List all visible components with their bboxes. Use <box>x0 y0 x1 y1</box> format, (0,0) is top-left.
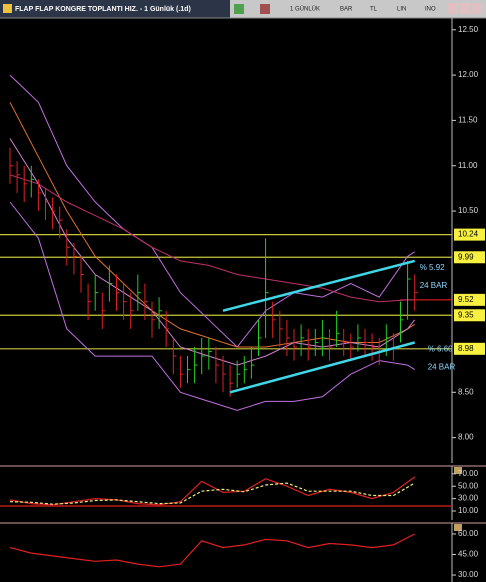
window-title: FLAP FLAP KONGRE TOPLANTI HIZ. - 1 Günlü… <box>15 6 191 13</box>
price-level-tag <box>454 251 485 264</box>
price-level-tag <box>454 309 485 322</box>
window-icon <box>3 4 12 13</box>
toolbar <box>230 0 486 18</box>
toolbar-item[interactable]: LIN <box>397 7 406 13</box>
toolbar-item[interactable]: TL <box>370 7 378 13</box>
toolbar-icon[interactable] <box>260 4 270 14</box>
last-price-tag <box>454 293 485 306</box>
indicator-line <box>9 201 415 411</box>
price-level-label: 9.35 <box>458 310 474 319</box>
price-level-label: 8.98 <box>458 344 474 353</box>
price-level-tag <box>454 228 485 241</box>
toolbar-icon[interactable] <box>234 4 244 14</box>
y-tick-label: 8.50 <box>458 387 474 396</box>
toolbar-item[interactable]: BAR <box>340 7 353 13</box>
trendline-label: 24 BAR <box>420 281 448 290</box>
toolbar-item[interactable]: INO <box>425 7 436 13</box>
title-bar <box>0 0 230 18</box>
y-tick-label: 12.00 <box>458 70 479 79</box>
y-tick-label: 50.00 <box>458 481 479 490</box>
y-tick-label: 11.50 <box>458 116 478 125</box>
y-tick-label: 30.00 <box>458 494 479 503</box>
panel-icon <box>454 467 462 474</box>
indicator-line <box>9 482 416 505</box>
y-tick-label: 10.50 <box>458 206 479 215</box>
last-price-label: 9.52 <box>458 295 474 304</box>
window-button[interactable] <box>460 3 470 14</box>
indicator-line <box>9 74 415 348</box>
trendline <box>229 341 416 394</box>
y-tick-label: 70.00 <box>458 469 479 478</box>
toolbar-item[interactable]: 1 GÜNLÜK <box>290 6 320 13</box>
y-tick-label: 8.00 <box>458 433 474 442</box>
indicator-line <box>9 174 415 303</box>
panel-icon <box>454 524 462 531</box>
y-tick-label: 45.00 <box>458 550 479 559</box>
indicator-line <box>9 476 416 506</box>
price-level-label: 10.24 <box>458 230 479 239</box>
indicator-line <box>9 533 415 568</box>
price-level-tag <box>454 342 485 355</box>
trendline <box>222 259 416 312</box>
y-tick-label: 60.00 <box>458 529 479 538</box>
window-button[interactable] <box>472 3 482 14</box>
trendline-label: 24 BAR <box>428 363 456 372</box>
trendline-label: % 5.92 <box>420 263 445 272</box>
trendline-label: % 6.60 <box>428 345 453 354</box>
y-tick-label: 10.00 <box>458 506 479 515</box>
y-tick-label: 12.50 <box>458 25 479 34</box>
window-button[interactable] <box>448 3 458 14</box>
y-tick-label: 30.00 <box>458 570 479 579</box>
y-tick-label: 11.00 <box>458 161 478 170</box>
price-level-label: 9.99 <box>458 252 474 261</box>
